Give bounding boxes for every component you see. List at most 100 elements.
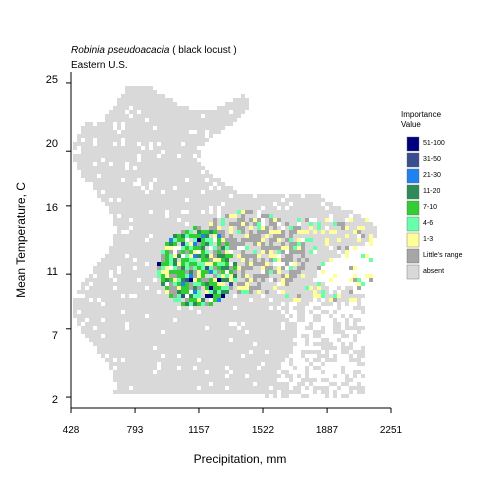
- heatmap-cell: [117, 162, 121, 166]
- heatmap-cell: [177, 378, 181, 382]
- heatmap-cell: [245, 210, 249, 214]
- heatmap-cell: [209, 126, 213, 130]
- heatmap-cell: [253, 210, 257, 214]
- heatmap-cell: [169, 382, 173, 386]
- heatmap-cell: [281, 382, 285, 386]
- heatmap-cell: [285, 226, 289, 230]
- heatmap-cell: [257, 242, 261, 246]
- heatmap-cell: [205, 222, 209, 226]
- heatmap-cell: [157, 194, 161, 198]
- heatmap-cell: [233, 102, 237, 106]
- heatmap-cell: [157, 122, 161, 126]
- heatmap-cell: [285, 262, 289, 266]
- heatmap-cell: [293, 226, 297, 230]
- heatmap-cell: [281, 334, 285, 338]
- heatmap-cell: [145, 318, 149, 322]
- heatmap-cell: [141, 342, 145, 346]
- heatmap-cell: [269, 310, 273, 314]
- heatmap-cell: [173, 158, 177, 162]
- heatmap-cell: [273, 342, 277, 346]
- heatmap-cell: [261, 334, 265, 338]
- heatmap-cell: [293, 258, 297, 262]
- heatmap-cell: [217, 286, 221, 290]
- heatmap-cell: [221, 350, 225, 354]
- heatmap-cell: [309, 382, 313, 386]
- heatmap-cell: [73, 302, 77, 306]
- heatmap-cell: [277, 326, 281, 330]
- heatmap-cell: [101, 198, 105, 202]
- heatmap-cell: [333, 242, 337, 246]
- heatmap-cell: [109, 174, 113, 178]
- heatmap-cell: [169, 186, 173, 190]
- heatmap-cell: [173, 330, 177, 334]
- heatmap-cell: [253, 354, 257, 358]
- heatmap-cell: [117, 286, 121, 290]
- heatmap-cell: [177, 106, 181, 110]
- heatmap-cell: [85, 290, 89, 294]
- heatmap-cell: [113, 202, 117, 206]
- heatmap-cell: [265, 346, 269, 350]
- heatmap-cell: [289, 210, 293, 214]
- heatmap-cell: [173, 282, 177, 286]
- heatmap-cell: [281, 330, 285, 334]
- heatmap-cell: [157, 386, 161, 390]
- heatmap-cell: [109, 166, 113, 170]
- heatmap-cell: [121, 274, 125, 278]
- heatmap-cell: [165, 382, 169, 386]
- heatmap-cell: [125, 86, 129, 90]
- heatmap-cell: [149, 346, 153, 350]
- heatmap-cell: [169, 110, 173, 114]
- heatmap-cell: [245, 206, 249, 210]
- heatmap-cell: [125, 302, 129, 306]
- heatmap-cell: [181, 226, 185, 230]
- heatmap-cell: [113, 346, 117, 350]
- heatmap-cell: [325, 238, 329, 242]
- heatmap-cell: [157, 130, 161, 134]
- heatmap-cell: [101, 166, 105, 170]
- heatmap-cell: [157, 230, 161, 234]
- heatmap-cell: [333, 210, 337, 214]
- heatmap-cell: [161, 278, 165, 282]
- heatmap-cell: [201, 262, 205, 266]
- heatmap-cell: [213, 346, 217, 350]
- heatmap-cell: [97, 314, 101, 318]
- heatmap-cell: [189, 162, 193, 166]
- heatmap-cell: [197, 162, 201, 166]
- heatmap-cell: [221, 214, 225, 218]
- heatmap-cell: [165, 374, 169, 378]
- heatmap-cell: [329, 226, 333, 230]
- heatmap-cell: [253, 230, 257, 234]
- heatmap-cell: [157, 98, 161, 102]
- heatmap-cell: [161, 170, 165, 174]
- heatmap-cell: [241, 194, 245, 198]
- heatmap-cell: [329, 302, 333, 306]
- heatmap-cell: [217, 190, 221, 194]
- heatmap-cell: [197, 314, 201, 318]
- heatmap-cell: [305, 394, 309, 398]
- heatmap-cell: [281, 270, 285, 274]
- heatmap-cell: [109, 322, 113, 326]
- heatmap-cell: [117, 358, 121, 362]
- heatmap-cell: [289, 194, 293, 198]
- heatmap-cell: [245, 358, 249, 362]
- heatmap-cell: [145, 338, 149, 342]
- heatmap-cell: [233, 338, 237, 342]
- heatmap-cell: [293, 202, 297, 206]
- heatmap-cell: [113, 150, 117, 154]
- heatmap-cell: [137, 374, 141, 378]
- heatmap-cell: [201, 246, 205, 250]
- heatmap-cell: [129, 186, 133, 190]
- heatmap-cell: [145, 218, 149, 222]
- heatmap-cell: [197, 362, 201, 366]
- heatmap-cell: [177, 134, 181, 138]
- heatmap-cell: [161, 258, 165, 262]
- heatmap-cell: [169, 302, 173, 306]
- heatmap-cell: [333, 246, 337, 250]
- heatmap-cell: [113, 194, 117, 198]
- heatmap-cell: [165, 306, 169, 310]
- heatmap-cell: [185, 314, 189, 318]
- heatmap-cell: [157, 218, 161, 222]
- heatmap-cell: [341, 294, 345, 298]
- heatmap-cell: [145, 334, 149, 338]
- heatmap-cell: [101, 146, 105, 150]
